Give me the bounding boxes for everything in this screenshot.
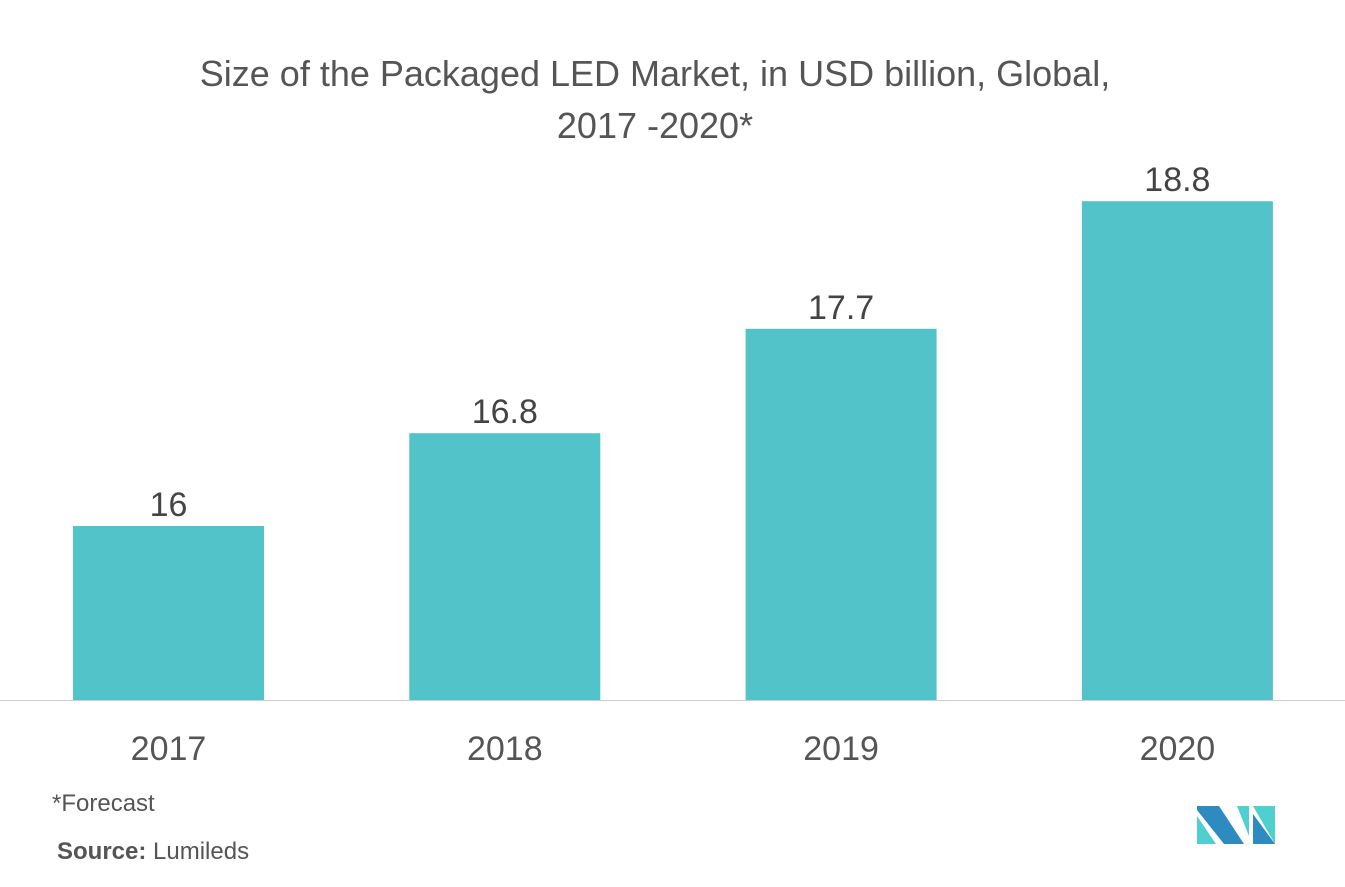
data-label: 17.7 — [808, 289, 874, 327]
x-tick-label: 2018 — [467, 730, 543, 768]
x-tick-label: 2017 — [131, 730, 207, 768]
bar-2017 — [73, 526, 264, 700]
bar-2019 — [745, 328, 937, 700]
logo — [1197, 806, 1275, 844]
bar-2018 — [409, 433, 601, 700]
bar-2020 — [1081, 201, 1273, 700]
footnote: *Forecast — [52, 790, 155, 817]
x-tick-label: 2020 — [1140, 730, 1216, 768]
x-tick-label: 2019 — [803, 730, 879, 768]
source-value: Lumileds — [153, 838, 250, 865]
data-label: 16 — [150, 486, 188, 524]
data-label: 18.8 — [1144, 161, 1210, 199]
source: Source: Lumileds — [57, 838, 249, 866]
source-label: Source: — [57, 838, 147, 865]
chart-title: Size of the Packaged LED Market, in USD … — [199, 53, 1111, 146]
data-label: 16.8 — [472, 393, 538, 431]
